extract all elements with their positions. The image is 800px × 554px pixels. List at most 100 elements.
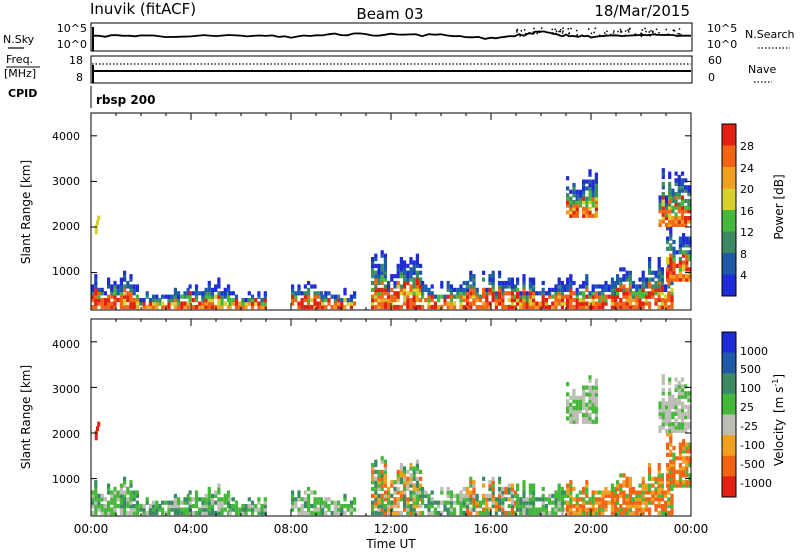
power-cell bbox=[619, 277, 623, 282]
velocity-cell bbox=[566, 409, 570, 414]
velocity-cell bbox=[469, 507, 473, 512]
power-cell bbox=[116, 291, 120, 296]
power-cell bbox=[100, 291, 104, 296]
power-cell bbox=[377, 280, 381, 286]
velocity-cell bbox=[313, 497, 317, 502]
power-cell bbox=[648, 277, 652, 282]
velocity-cell bbox=[371, 510, 375, 516]
freq-unit-label: [MHz] bbox=[4, 67, 36, 80]
velocity-cell bbox=[136, 507, 140, 512]
power-cell bbox=[585, 304, 589, 310]
velocity-cell bbox=[349, 500, 353, 505]
power-cell bbox=[516, 287, 520, 292]
power-cell bbox=[668, 198, 672, 204]
power-cell bbox=[664, 205, 669, 210]
velocity-cell bbox=[687, 408, 691, 413]
power-cell bbox=[145, 304, 149, 310]
velocity-cell bbox=[657, 469, 661, 474]
power-cell bbox=[403, 301, 407, 306]
power-cell bbox=[668, 188, 672, 193]
power-cell bbox=[324, 294, 328, 299]
velocity-cell bbox=[349, 507, 353, 512]
velocity-cell bbox=[610, 510, 614, 516]
nsearch-point bbox=[605, 34, 607, 36]
velocity-cell bbox=[598, 500, 602, 505]
power-cell bbox=[374, 277, 378, 282]
velocity-cell bbox=[241, 507, 245, 512]
nsearch-point bbox=[667, 33, 670, 35]
velocity-cell bbox=[651, 497, 655, 502]
velocity-cell bbox=[664, 418, 669, 423]
velocity-cell bbox=[672, 480, 676, 485]
velocity-cell bbox=[303, 504, 307, 509]
velocity-cell bbox=[204, 493, 208, 498]
velocity-cell bbox=[667, 510, 671, 516]
velocity-cell bbox=[152, 504, 156, 509]
power-cell bbox=[303, 291, 307, 296]
velocity-cell bbox=[648, 510, 652, 516]
velocity-cell bbox=[688, 449, 692, 454]
velocity-cell bbox=[207, 500, 211, 505]
velocity-cell bbox=[668, 418, 672, 423]
velocity-cell bbox=[680, 408, 685, 413]
velocity-cell bbox=[194, 504, 199, 509]
power-cell bbox=[525, 294, 529, 299]
power-cell bbox=[687, 188, 691, 193]
power-cell bbox=[498, 270, 502, 275]
power-cell bbox=[132, 291, 136, 296]
power-cell bbox=[396, 298, 400, 303]
power-cell bbox=[591, 189, 595, 194]
velocity-cell bbox=[582, 490, 586, 495]
velocity-cell bbox=[210, 493, 215, 498]
power-cell bbox=[403, 294, 407, 299]
power-cell bbox=[622, 277, 626, 282]
power-cell bbox=[522, 304, 526, 310]
velocity-cell bbox=[152, 510, 156, 516]
power-cell bbox=[300, 298, 304, 303]
velocity-cell bbox=[560, 510, 564, 516]
velocity-cell bbox=[488, 483, 492, 488]
velocity-cell bbox=[654, 480, 658, 485]
velocity-cell bbox=[390, 504, 394, 509]
velocity-cell bbox=[625, 480, 629, 485]
velocity-cell bbox=[377, 469, 381, 474]
velocity-cell bbox=[669, 435, 673, 440]
power-cell bbox=[541, 301, 545, 306]
velocity-cell bbox=[661, 398, 665, 403]
velocity-cell bbox=[180, 510, 184, 516]
power-cell bbox=[554, 298, 558, 303]
power-cell bbox=[94, 287, 98, 292]
velocity-cell bbox=[641, 476, 645, 481]
power-cell bbox=[569, 203, 573, 208]
velocity-cell bbox=[560, 504, 564, 509]
velocity-cell bbox=[94, 507, 98, 512]
velocity-cell bbox=[214, 500, 218, 505]
power-cell bbox=[210, 301, 215, 306]
velocity-cell bbox=[415, 493, 419, 498]
power-cell bbox=[340, 301, 344, 306]
power-cell bbox=[475, 291, 479, 296]
velocity-cell bbox=[119, 490, 123, 495]
power-cell bbox=[682, 233, 686, 238]
velocity-cell bbox=[672, 445, 676, 451]
velocity-cell bbox=[504, 490, 508, 495]
power-cell bbox=[614, 298, 618, 303]
power-cell bbox=[588, 294, 592, 299]
power-cell bbox=[507, 298, 511, 303]
power-cell bbox=[594, 213, 598, 218]
velocity-cell bbox=[446, 510, 450, 516]
power-cell bbox=[107, 284, 111, 289]
power-cell bbox=[406, 263, 410, 268]
power-cell bbox=[664, 216, 669, 221]
power-cell bbox=[126, 284, 130, 289]
power-cell bbox=[142, 301, 146, 306]
velocity-cell bbox=[668, 404, 672, 410]
velocity-panel: 1000 2000 3000 4000 Slant Range [km] 100… bbox=[19, 318, 786, 517]
velocity-cell bbox=[316, 497, 320, 502]
velocity-cell bbox=[107, 504, 111, 509]
velocity-cell bbox=[669, 463, 673, 468]
power-cell bbox=[685, 239, 689, 245]
velocity-cell bbox=[510, 507, 514, 512]
velocity-cell bbox=[247, 507, 251, 512]
power-cell bbox=[374, 263, 378, 268]
